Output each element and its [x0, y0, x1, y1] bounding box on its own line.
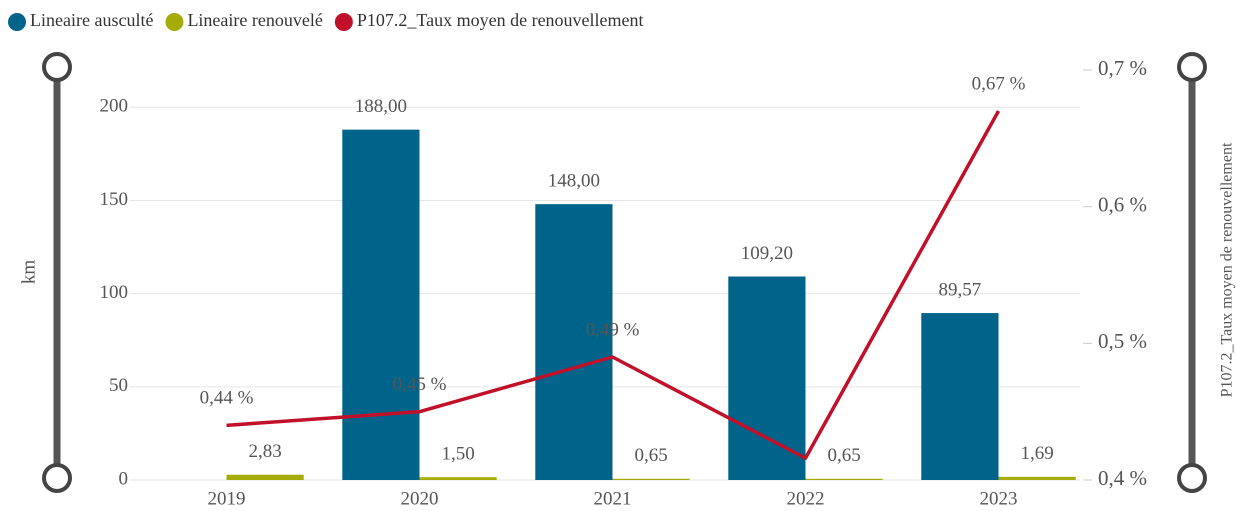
line [226, 110, 1001, 460]
data-label: 89,57 [939, 279, 982, 300]
line-data-label: 0,67 % [972, 73, 1026, 94]
y-tick-label: 200 [100, 96, 129, 117]
y2-tick-label: 0,4 % [1098, 466, 1147, 490]
line-data-label: 0,45 % [393, 374, 447, 395]
bar [342, 129, 420, 481]
bar [728, 276, 806, 480]
bar [419, 477, 497, 480]
x-tick-label: 2022 [787, 488, 825, 509]
data-label: 188,00 [355, 96, 407, 117]
bar [998, 476, 1076, 480]
bar [226, 474, 304, 480]
right-slider [1177, 52, 1207, 493]
legend-marker [334, 13, 353, 31]
data-label: 109,20 [741, 243, 793, 264]
bar [535, 204, 613, 480]
y2-tick-label: 0,5 % [1098, 329, 1147, 353]
y2-tick-label: 0,7 % [1098, 56, 1147, 80]
x-tick-label: 2021 [594, 488, 632, 509]
data-label: 1,50 [441, 444, 474, 465]
data-label: 148,00 [548, 171, 600, 192]
y-axis-label: km [18, 260, 39, 285]
left-slider [42, 52, 72, 493]
data-label: 1,69 [1020, 443, 1053, 464]
y2-tick-label: 0,6 % [1098, 192, 1147, 216]
x-tick-label: 2019 [208, 488, 246, 509]
x-tick-label: 2020 [401, 488, 439, 509]
line-data-label: 0,49 % [586, 319, 640, 340]
y2-axis-label: P107.2_Taux moyen de renouvellement [1219, 142, 1236, 397]
legend-marker [8, 13, 26, 31]
bar [612, 478, 690, 480]
legend-label: Lineaire ausculté [30, 10, 153, 30]
data-label: 0,65 [827, 445, 860, 466]
line-data-label: 0,44 % [200, 388, 254, 409]
bar [921, 313, 999, 480]
y-tick-label: 100 [100, 282, 129, 303]
bar [805, 478, 883, 480]
legend-label: Lineaire renouvelé [187, 10, 322, 30]
legend-marker [165, 13, 184, 31]
x-tick-label: 2023 [980, 488, 1018, 509]
y-tick-label: 150 [100, 189, 129, 210]
data-label: 0,65 [634, 445, 667, 466]
data-label: 2,83 [248, 441, 281, 462]
y-tick-label: 50 [109, 375, 128, 396]
y-tick-label: 0 [119, 468, 129, 489]
legend-label: P107.2_Taux moyen de renouvellement [357, 10, 644, 30]
